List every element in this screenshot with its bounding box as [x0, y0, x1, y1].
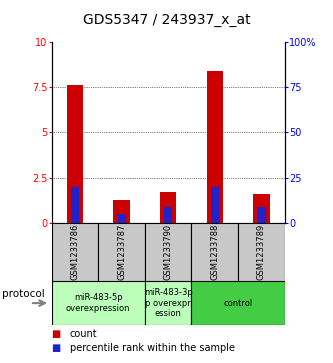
Bar — [52, 281, 145, 325]
Bar — [52, 223, 98, 281]
Bar — [253, 194, 269, 223]
Bar — [257, 207, 266, 223]
Bar — [238, 223, 285, 281]
Text: miR-483-3p
p overexpr
ession: miR-483-3p p overexpr ession — [144, 288, 192, 318]
Bar — [71, 187, 79, 223]
Text: GSM1233790: GSM1233790 — [164, 224, 173, 280]
Bar — [145, 223, 191, 281]
Bar — [117, 214, 126, 223]
Bar — [113, 200, 130, 223]
Text: GSM1233789: GSM1233789 — [257, 224, 266, 280]
Bar — [67, 85, 83, 223]
Bar — [191, 223, 238, 281]
Bar — [98, 223, 145, 281]
Text: ■: ■ — [52, 329, 61, 339]
Text: GSM1233787: GSM1233787 — [117, 224, 126, 281]
Bar — [191, 281, 285, 325]
Text: miR-483-5p
overexpression: miR-483-5p overexpression — [66, 293, 131, 313]
Bar — [210, 187, 219, 223]
Text: ■: ■ — [52, 343, 61, 354]
Bar — [160, 192, 176, 223]
Bar — [164, 207, 172, 223]
Bar — [206, 71, 223, 223]
Text: protocol: protocol — [2, 289, 44, 299]
Text: GSM1233786: GSM1233786 — [70, 224, 80, 281]
Text: control: control — [223, 299, 253, 307]
Text: GDS5347 / 243937_x_at: GDS5347 / 243937_x_at — [83, 13, 250, 27]
Text: count: count — [70, 329, 98, 339]
Text: percentile rank within the sample: percentile rank within the sample — [70, 343, 235, 354]
Text: GSM1233788: GSM1233788 — [210, 224, 219, 281]
Bar — [145, 281, 191, 325]
